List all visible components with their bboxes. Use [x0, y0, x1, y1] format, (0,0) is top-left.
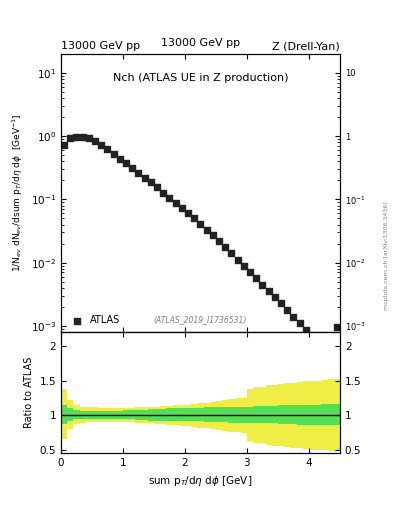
ATLAS	[129, 164, 135, 173]
ATLAS	[86, 134, 92, 142]
X-axis label: sum p$_T$/d$\eta$ d$\phi$ [GeV]: sum p$_T$/d$\eta$ d$\phi$ [GeV]	[148, 474, 253, 487]
ATLAS	[321, 349, 328, 357]
ATLAS	[253, 273, 259, 282]
ATLAS	[235, 256, 241, 264]
ATLAS	[110, 150, 117, 158]
ATLAS	[191, 215, 197, 223]
ATLAS	[185, 209, 191, 217]
Text: Nch (ATLAS UE in Z production): Nch (ATLAS UE in Z production)	[113, 73, 288, 83]
Text: mcplots.cern.ch [arXiv:1306.3436]: mcplots.cern.ch [arXiv:1306.3436]	[384, 202, 389, 310]
ATLAS	[334, 323, 340, 331]
ATLAS	[166, 194, 173, 202]
ATLAS	[67, 134, 73, 142]
ATLAS	[135, 169, 141, 177]
ATLAS	[117, 155, 123, 163]
ATLAS	[160, 188, 166, 197]
ATLAS	[228, 249, 235, 258]
ATLAS	[327, 357, 334, 365]
ATLAS	[73, 133, 79, 141]
ATLAS	[104, 145, 110, 153]
ATLAS	[222, 242, 228, 250]
ATLAS	[241, 262, 247, 270]
ATLAS	[154, 183, 160, 191]
Legend: ATLAS: ATLAS	[66, 313, 122, 327]
ATLAS	[303, 326, 309, 334]
ATLAS	[204, 226, 210, 234]
ATLAS	[278, 299, 284, 307]
ATLAS	[216, 237, 222, 245]
ATLAS	[179, 204, 185, 212]
Text: Z (Drell-Yan): Z (Drell-Yan)	[272, 41, 340, 51]
ATLAS	[61, 141, 67, 149]
ATLAS	[148, 178, 154, 186]
ATLAS	[98, 141, 105, 149]
ATLAS	[141, 174, 148, 182]
ATLAS	[296, 319, 303, 328]
ATLAS	[272, 292, 278, 301]
ATLAS	[123, 159, 129, 167]
ATLAS	[259, 281, 266, 289]
ATLAS	[197, 220, 204, 228]
Y-axis label: Ratio to ATLAS: Ratio to ATLAS	[24, 357, 34, 429]
ATLAS	[210, 231, 216, 240]
ATLAS	[309, 334, 315, 342]
ATLAS	[79, 133, 86, 141]
ATLAS	[290, 313, 297, 321]
ATLAS	[247, 268, 253, 276]
ATLAS	[284, 306, 290, 314]
Text: (ATLAS_2019_I1736531): (ATLAS_2019_I1736531)	[154, 315, 247, 324]
ATLAS	[266, 287, 272, 295]
Text: 13000 GeV pp: 13000 GeV pp	[61, 41, 140, 51]
Text: 13000 GeV pp: 13000 GeV pp	[161, 38, 240, 48]
ATLAS	[315, 341, 321, 349]
ATLAS	[92, 137, 98, 145]
ATLAS	[173, 199, 179, 207]
Y-axis label: 1/N$_{ev}$ dN$_{ev}$/dsum p$_T$/d$\eta$ d$\phi$  [GeV$^{-1}$]: 1/N$_{ev}$ dN$_{ev}$/dsum p$_T$/d$\eta$ …	[11, 114, 25, 272]
